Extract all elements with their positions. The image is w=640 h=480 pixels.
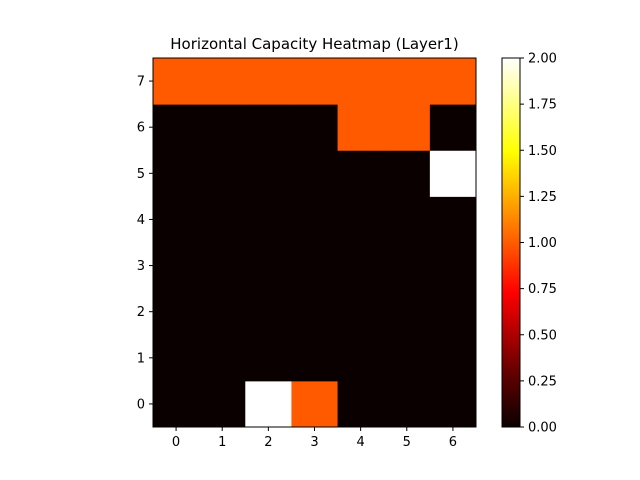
heatmap-cell [429, 104, 477, 151]
y-tick-label: 0 [137, 397, 145, 412]
heatmap-cell [245, 334, 292, 382]
x-tick-label: 6 [449, 435, 457, 450]
heatmap-cell [429, 58, 477, 105]
heatmap-cell [383, 196, 431, 243]
heatmap-cell [291, 288, 339, 336]
heatmap-cell [153, 196, 200, 243]
heatmap-cell [153, 334, 200, 382]
heatmap-cell [291, 150, 339, 197]
colorbar-tick-label: 2.00 [528, 52, 557, 67]
x-tick-label: 2 [264, 435, 272, 450]
colorbar-tick-label: 1.75 [528, 98, 557, 113]
y-tick-label: 6 [137, 121, 145, 136]
heatmap-cell [291, 58, 339, 105]
heatmap-cell [153, 58, 200, 105]
heatmap-cell [199, 288, 246, 336]
colorbar-tick-label: 1.00 [528, 236, 557, 251]
heatmap-cell [429, 242, 477, 290]
heatmap-cell [245, 242, 292, 290]
heatmap-cell [199, 196, 246, 243]
heatmap-cell [245, 380, 292, 428]
y-tick-label: 7 [137, 75, 145, 90]
heatmap-cell [383, 334, 431, 382]
colorbar-axis: 0.00 0.25 0.50 0.75 1.00 1.25 1.50 1.75 2.00 [520, 52, 557, 436]
x-tick-label: 0 [172, 435, 180, 450]
heatmap-cell [337, 242, 385, 290]
heatmap-cell [245, 58, 292, 105]
y-tick-label: 3 [137, 259, 145, 274]
heatmap-cell [153, 288, 200, 336]
y-tick-label: 4 [137, 213, 145, 228]
heatmap-cell [383, 242, 431, 290]
heatmap-cell [291, 380, 339, 428]
heatmap-cell [245, 104, 292, 151]
colorbar-tick-label: 0.25 [528, 374, 557, 389]
y-axis: 0 1 2 3 4 5 6 7 [137, 75, 153, 412]
heatmap-cell [153, 150, 200, 197]
x-axis: 0 1 2 3 4 5 6 [172, 427, 457, 450]
heatmap-cell [429, 196, 477, 243]
heatmap-cell [337, 58, 385, 105]
heatmap-cell [383, 104, 431, 151]
heatmap-cell [291, 196, 339, 243]
colorbar-tick-label: 0.50 [528, 328, 557, 343]
heatmap-cell [199, 242, 246, 290]
x-tick-label: 4 [357, 435, 365, 450]
heatmap-cell [429, 150, 477, 197]
heatmap-cells [153, 58, 477, 428]
heatmap-cell [199, 104, 246, 151]
heatmap-cell [245, 288, 292, 336]
heatmap-cell [291, 334, 339, 382]
heatmap-cell [337, 104, 385, 151]
x-tick-label: 3 [310, 435, 318, 450]
heatmap-cell [383, 58, 431, 105]
heatmap-cell [245, 150, 292, 197]
x-tick-label: 5 [403, 435, 411, 450]
heatmap-cell [245, 196, 292, 243]
heatmap-cell [153, 104, 200, 151]
chart-title: Horizontal Capacity Heatmap (Layer1) [170, 35, 458, 53]
colorbar [501, 57, 521, 428]
heatmap-cell [337, 288, 385, 336]
heatmap-cell [383, 288, 431, 336]
heatmap-cell [199, 58, 246, 105]
heatmap-cell [429, 380, 477, 428]
y-tick-label: 1 [137, 351, 145, 366]
heatmap-cell [291, 104, 339, 151]
heatmap-cell [153, 242, 200, 290]
heatmap-cell [383, 380, 431, 428]
colorbar-tick-label: 0.00 [528, 421, 557, 436]
x-tick-label: 1 [218, 435, 226, 450]
heatmap-cell [337, 150, 385, 197]
heatmap-cell [199, 334, 246, 382]
colorbar-tick-label: 1.25 [528, 190, 557, 205]
heatmap-cell [291, 242, 339, 290]
heatmap-cell [337, 334, 385, 382]
heatmap-cell [429, 334, 477, 382]
colorbar-tick-label: 1.50 [528, 144, 557, 159]
y-tick-label: 5 [137, 167, 145, 182]
heatmap-cell [383, 150, 431, 197]
y-tick-label: 2 [137, 305, 145, 320]
colorbar-tick-label: 0.75 [528, 282, 557, 297]
heatmap-cell [337, 380, 385, 428]
heatmap-cell [429, 288, 477, 336]
heatmap-cell [199, 380, 246, 428]
heatmap-cell [199, 150, 246, 197]
heatmap-cell [153, 380, 200, 428]
heatmap-cell [337, 196, 385, 243]
